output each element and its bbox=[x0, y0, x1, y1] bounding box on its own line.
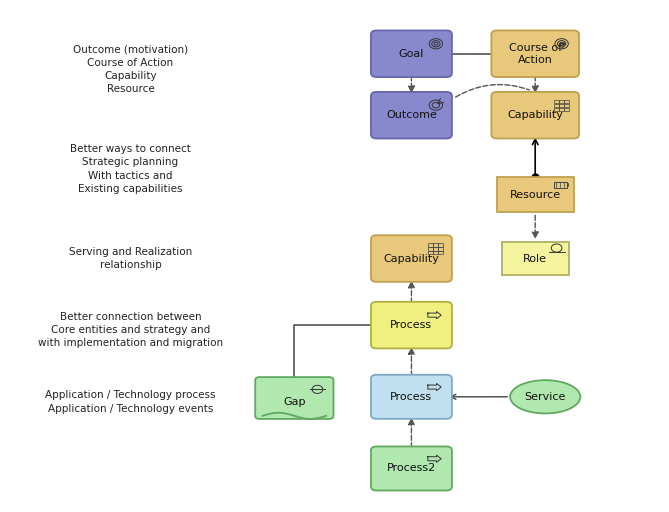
FancyBboxPatch shape bbox=[491, 31, 579, 77]
Text: Better ways to connect
Strategic planning
With tactics and
Existing capabilities: Better ways to connect Strategic plannin… bbox=[70, 144, 191, 194]
FancyBboxPatch shape bbox=[371, 92, 452, 138]
Text: Better connection between
Core entities and strategy and
with implementation and: Better connection between Core entities … bbox=[38, 312, 223, 349]
Bar bbox=[559, 103, 564, 107]
FancyBboxPatch shape bbox=[371, 446, 452, 490]
Bar bbox=[438, 243, 443, 247]
Text: Role: Role bbox=[523, 253, 547, 264]
Text: Process: Process bbox=[391, 320, 432, 330]
Bar bbox=[438, 251, 443, 254]
Ellipse shape bbox=[510, 380, 580, 414]
Text: Resource: Resource bbox=[510, 189, 561, 200]
Bar bbox=[428, 247, 433, 250]
Text: Service: Service bbox=[524, 392, 566, 402]
FancyBboxPatch shape bbox=[491, 92, 579, 138]
FancyBboxPatch shape bbox=[371, 302, 452, 348]
Bar bbox=[567, 183, 569, 186]
Bar bbox=[559, 100, 564, 103]
Text: Serving and Realization
relationship: Serving and Realization relationship bbox=[69, 247, 192, 270]
Text: Gap: Gap bbox=[283, 397, 306, 407]
FancyBboxPatch shape bbox=[371, 375, 452, 419]
Bar bbox=[564, 108, 569, 111]
Text: Process2: Process2 bbox=[387, 463, 436, 474]
Bar bbox=[554, 182, 567, 188]
Text: Capability: Capability bbox=[507, 110, 563, 120]
Text: Capability: Capability bbox=[383, 253, 440, 264]
Text: Outcome: Outcome bbox=[386, 110, 437, 120]
Bar bbox=[564, 100, 569, 103]
FancyBboxPatch shape bbox=[256, 377, 334, 419]
FancyBboxPatch shape bbox=[371, 236, 452, 282]
Bar bbox=[554, 103, 559, 107]
Text: Application / Technology process
Application / Technology events: Application / Technology process Applica… bbox=[45, 390, 215, 414]
Bar bbox=[434, 243, 438, 247]
Bar bbox=[428, 251, 433, 254]
FancyBboxPatch shape bbox=[496, 177, 574, 212]
FancyBboxPatch shape bbox=[502, 242, 569, 275]
Text: Process: Process bbox=[391, 392, 432, 402]
Text: Goal: Goal bbox=[399, 49, 424, 59]
Bar bbox=[554, 100, 559, 103]
Text: Outcome (motivation)
Course of Action
Capability
Resource: Outcome (motivation) Course of Action Ca… bbox=[73, 45, 188, 94]
Bar bbox=[559, 108, 564, 111]
Bar bbox=[564, 103, 569, 107]
Bar bbox=[434, 247, 438, 250]
Bar bbox=[428, 243, 433, 247]
FancyBboxPatch shape bbox=[371, 31, 452, 77]
Bar bbox=[434, 251, 438, 254]
Bar bbox=[438, 247, 443, 250]
Text: Course of
Action: Course of Action bbox=[508, 43, 562, 65]
Bar bbox=[554, 108, 559, 111]
